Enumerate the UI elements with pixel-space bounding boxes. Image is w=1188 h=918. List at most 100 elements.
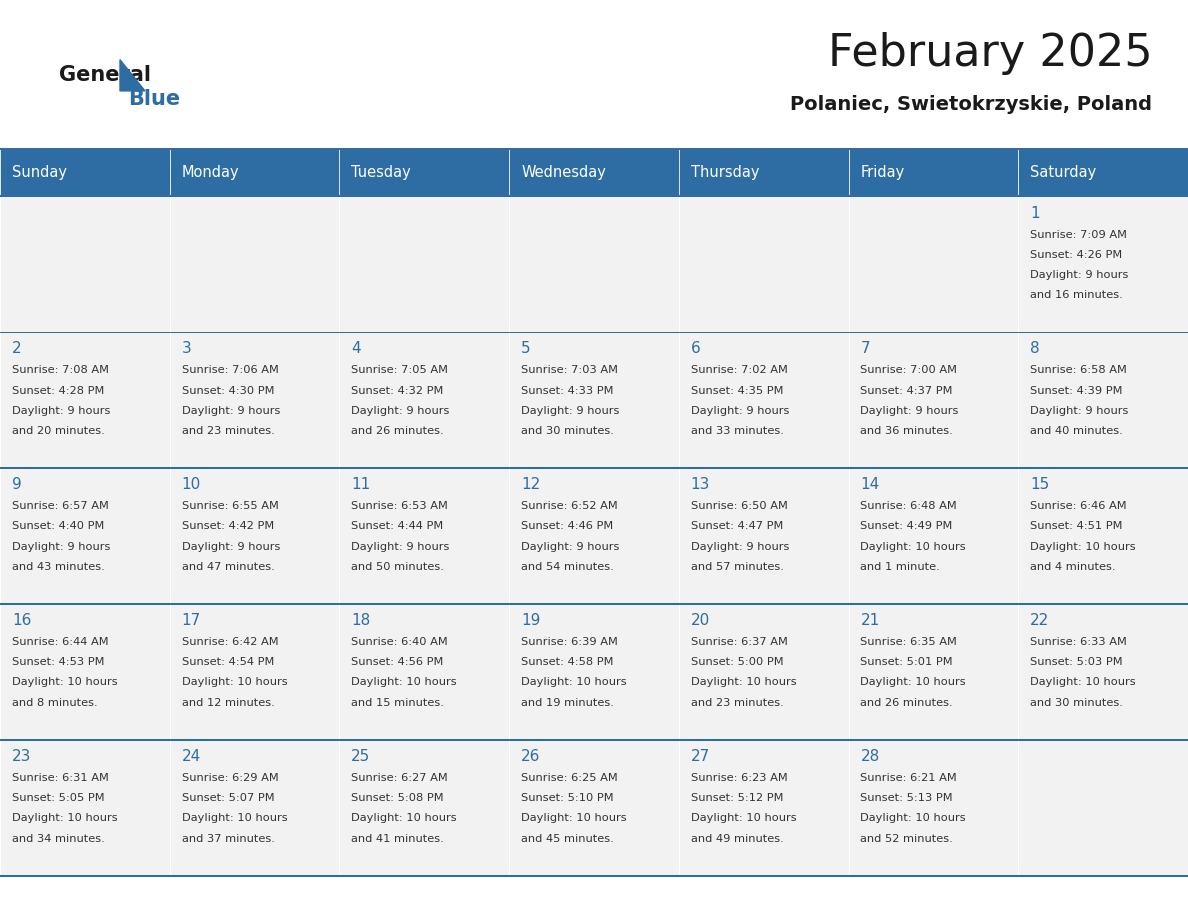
Text: 16: 16 — [12, 613, 31, 628]
Text: Daylight: 9 hours: Daylight: 9 hours — [690, 542, 789, 552]
Text: Daylight: 10 hours: Daylight: 10 hours — [860, 542, 966, 552]
Text: Sunrise: 6:21 AM: Sunrise: 6:21 AM — [860, 773, 958, 783]
Bar — [1018, 332, 1188, 468]
Text: Sunset: 4:49 PM: Sunset: 4:49 PM — [860, 521, 953, 532]
Text: Daylight: 10 hours: Daylight: 10 hours — [1030, 542, 1136, 552]
Text: Daylight: 9 hours: Daylight: 9 hours — [352, 542, 450, 552]
Text: Sunrise: 6:48 AM: Sunrise: 6:48 AM — [860, 501, 958, 511]
Text: and 50 minutes.: and 50 minutes. — [352, 562, 444, 572]
Text: Daylight: 10 hours: Daylight: 10 hours — [352, 677, 457, 688]
Text: Daylight: 9 hours: Daylight: 9 hours — [182, 406, 280, 416]
Bar — [848, 740, 1018, 876]
Text: and 52 minutes.: and 52 minutes. — [860, 834, 953, 844]
Text: Sunset: 4:30 PM: Sunset: 4:30 PM — [182, 386, 274, 396]
Text: Sunrise: 7:08 AM: Sunrise: 7:08 AM — [12, 365, 109, 375]
Text: Sunrise: 6:23 AM: Sunrise: 6:23 AM — [690, 773, 788, 783]
Text: Daylight: 10 hours: Daylight: 10 hours — [1030, 677, 1136, 688]
Text: Sunset: 5:01 PM: Sunset: 5:01 PM — [860, 657, 953, 667]
Bar — [848, 149, 1018, 196]
Bar — [1018, 149, 1188, 196]
Text: Sunset: 4:37 PM: Sunset: 4:37 PM — [860, 386, 953, 396]
Bar — [0, 149, 170, 196]
Text: and 1 minute.: and 1 minute. — [860, 562, 940, 572]
Bar — [170, 740, 340, 876]
Text: and 33 minutes.: and 33 minutes. — [690, 426, 784, 436]
Text: 4: 4 — [352, 341, 361, 356]
Bar — [0, 875, 1188, 877]
Text: 3: 3 — [182, 341, 191, 356]
Bar — [170, 332, 340, 468]
Text: Sunrise: 6:53 AM: Sunrise: 6:53 AM — [352, 501, 448, 511]
Text: 10: 10 — [182, 477, 201, 492]
Text: Sunrise: 6:35 AM: Sunrise: 6:35 AM — [860, 637, 958, 647]
Text: 5: 5 — [522, 341, 531, 356]
Text: Tuesday: Tuesday — [352, 165, 411, 180]
Text: Daylight: 9 hours: Daylight: 9 hours — [1030, 406, 1129, 416]
Bar — [1018, 740, 1188, 876]
Text: 26: 26 — [522, 749, 541, 764]
Bar — [340, 196, 510, 332]
Bar — [0, 739, 1188, 741]
Text: and 41 minutes.: and 41 minutes. — [352, 834, 444, 844]
Text: Daylight: 9 hours: Daylight: 9 hours — [12, 406, 110, 416]
Text: and 49 minutes.: and 49 minutes. — [690, 834, 784, 844]
Text: Sunrise: 6:52 AM: Sunrise: 6:52 AM — [522, 501, 618, 511]
Text: Sunset: 4:58 PM: Sunset: 4:58 PM — [522, 657, 613, 667]
Text: Sunset: 4:51 PM: Sunset: 4:51 PM — [1030, 521, 1123, 532]
Text: Polaniec, Swietokrzyskie, Poland: Polaniec, Swietokrzyskie, Poland — [790, 95, 1152, 114]
Bar — [340, 332, 510, 468]
Bar — [170, 604, 340, 740]
Text: Daylight: 10 hours: Daylight: 10 hours — [860, 677, 966, 688]
Bar — [678, 332, 848, 468]
Text: and 8 minutes.: and 8 minutes. — [12, 698, 97, 708]
Bar — [510, 149, 678, 196]
Text: 13: 13 — [690, 477, 710, 492]
Text: Wednesday: Wednesday — [522, 165, 606, 180]
Text: Sunset: 5:03 PM: Sunset: 5:03 PM — [1030, 657, 1123, 667]
Text: and 47 minutes.: and 47 minutes. — [182, 562, 274, 572]
Text: Sunrise: 6:33 AM: Sunrise: 6:33 AM — [1030, 637, 1127, 647]
Text: Sunday: Sunday — [12, 165, 67, 180]
Text: and 12 minutes.: and 12 minutes. — [182, 698, 274, 708]
Text: Sunset: 4:56 PM: Sunset: 4:56 PM — [352, 657, 443, 667]
Text: Sunset: 4:46 PM: Sunset: 4:46 PM — [522, 521, 613, 532]
Bar — [0, 332, 170, 468]
Text: Sunrise: 7:06 AM: Sunrise: 7:06 AM — [182, 365, 278, 375]
Text: and 26 minutes.: and 26 minutes. — [860, 698, 953, 708]
Text: Sunset: 4:32 PM: Sunset: 4:32 PM — [352, 386, 443, 396]
Text: Sunrise: 7:05 AM: Sunrise: 7:05 AM — [352, 365, 448, 375]
Bar — [0, 467, 1188, 469]
Text: Sunset: 5:07 PM: Sunset: 5:07 PM — [182, 793, 274, 803]
Bar — [0, 196, 1188, 197]
Text: Daylight: 9 hours: Daylight: 9 hours — [352, 406, 450, 416]
Text: Sunset: 5:12 PM: Sunset: 5:12 PM — [690, 793, 783, 803]
Text: Sunset: 4:44 PM: Sunset: 4:44 PM — [352, 521, 443, 532]
Bar — [848, 196, 1018, 332]
Text: and 30 minutes.: and 30 minutes. — [1030, 698, 1123, 708]
Bar — [848, 332, 1018, 468]
Text: Sunset: 4:33 PM: Sunset: 4:33 PM — [522, 386, 613, 396]
Text: 24: 24 — [182, 749, 201, 764]
Text: Sunset: 4:26 PM: Sunset: 4:26 PM — [1030, 250, 1123, 260]
Text: and 43 minutes.: and 43 minutes. — [12, 562, 105, 572]
Text: and 16 minutes.: and 16 minutes. — [1030, 290, 1123, 300]
Text: 19: 19 — [522, 613, 541, 628]
Bar — [510, 468, 678, 604]
Text: February 2025: February 2025 — [828, 32, 1152, 75]
Text: Daylight: 10 hours: Daylight: 10 hours — [860, 813, 966, 823]
Bar — [0, 331, 1188, 333]
Text: and 23 minutes.: and 23 minutes. — [182, 426, 274, 436]
Text: and 54 minutes.: and 54 minutes. — [522, 562, 614, 572]
Text: and 45 minutes.: and 45 minutes. — [522, 834, 614, 844]
Bar — [510, 196, 678, 332]
Bar — [0, 604, 170, 740]
Text: 2: 2 — [12, 341, 21, 356]
Text: 22: 22 — [1030, 613, 1049, 628]
Bar — [678, 604, 848, 740]
Text: 15: 15 — [1030, 477, 1049, 492]
Text: Sunset: 4:47 PM: Sunset: 4:47 PM — [690, 521, 783, 532]
Bar — [510, 332, 678, 468]
Text: Saturday: Saturday — [1030, 165, 1097, 180]
Bar — [340, 604, 510, 740]
Bar — [678, 468, 848, 604]
